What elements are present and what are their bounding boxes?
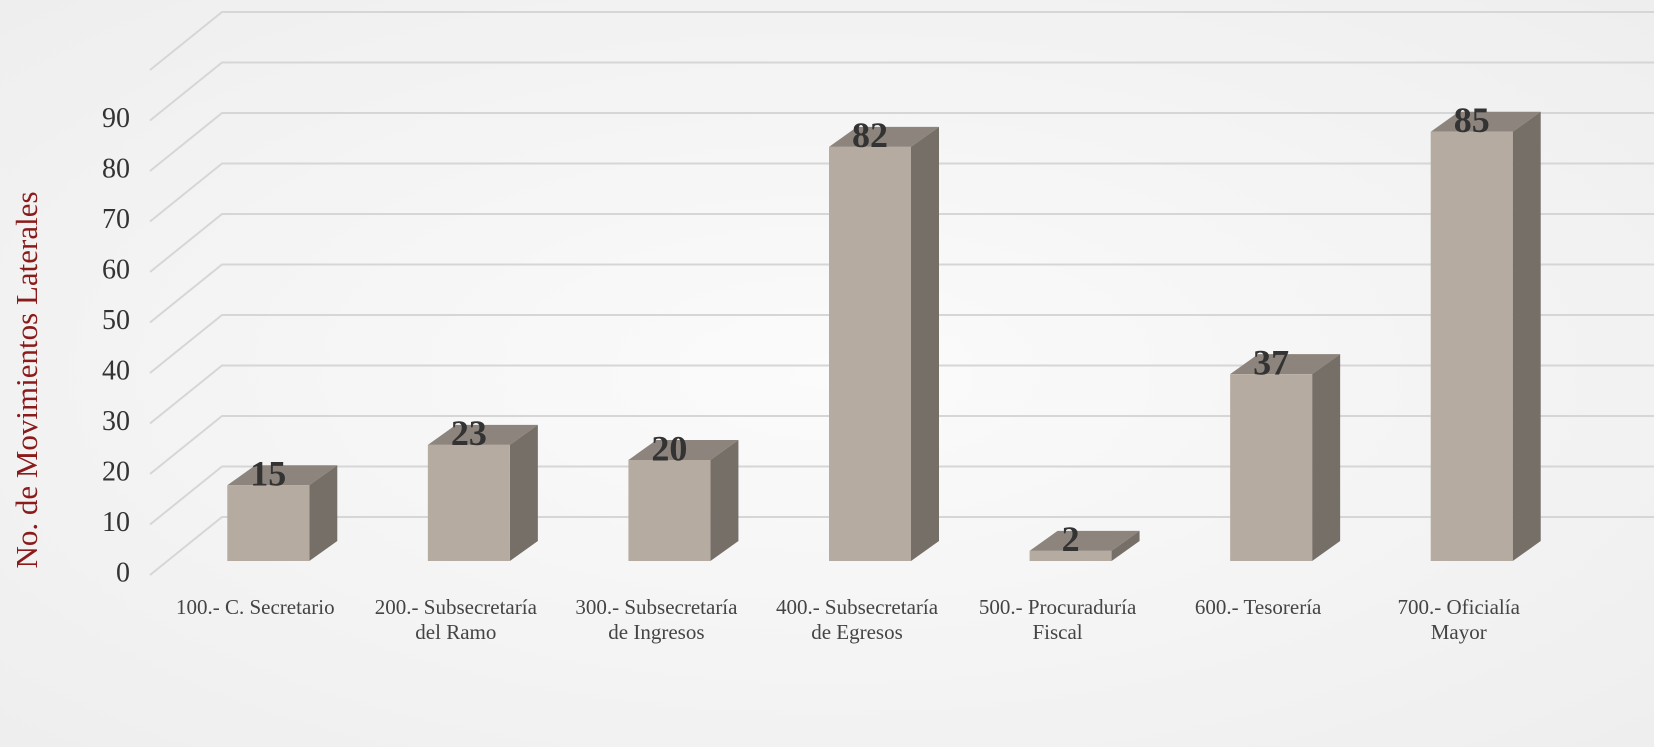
bar <box>1029 550 1112 561</box>
value-label: 23 <box>451 413 487 453</box>
bar-side <box>509 424 538 561</box>
bar <box>227 485 310 561</box>
grid-line <box>149 263 1654 324</box>
bar-side <box>309 465 338 561</box>
bar-side <box>911 126 939 562</box>
bar-top <box>1029 530 1140 551</box>
y-tick-label: 40 <box>102 355 130 386</box>
bar-side <box>710 440 739 561</box>
grid-line <box>149 314 1654 374</box>
bar-top <box>628 440 739 460</box>
bar-side <box>1312 354 1341 561</box>
y-tick-label: 20 <box>102 456 130 487</box>
x-tick-label: 100.- C. Secretario <box>175 595 335 619</box>
y-tick-label: 10 <box>102 507 130 538</box>
grid-line <box>149 516 1654 576</box>
y-tick-label: 70 <box>102 204 130 235</box>
plot-top-edge <box>149 11 1654 71</box>
y-tick-label: 60 <box>102 254 130 285</box>
bar-side <box>1512 111 1541 561</box>
value-label: 85 <box>1454 100 1490 140</box>
bar-side <box>1111 530 1140 561</box>
grid-line <box>149 213 1654 273</box>
value-label: 15 <box>250 454 286 494</box>
grid-line <box>149 465 1654 526</box>
grid-line <box>149 61 1654 122</box>
bar-top <box>427 424 538 445</box>
value-label: 82 <box>852 115 888 155</box>
x-tick-label: 500.- Procuraduría Fiscal <box>978 595 1137 644</box>
value-label: 2 <box>1062 519 1080 559</box>
grid-line <box>149 162 1654 223</box>
grid-line <box>149 364 1654 425</box>
bar <box>628 460 711 561</box>
x-tick-label: 600.- Tesorería <box>1194 595 1322 619</box>
bar-top <box>829 126 939 147</box>
bar <box>427 444 510 561</box>
value-label: 20 <box>651 428 687 468</box>
value-label: 37 <box>1253 342 1289 382</box>
y-tick-label: 30 <box>102 406 130 437</box>
y-tick-label: 50 <box>102 305 130 336</box>
bar <box>1230 374 1313 561</box>
grid-line <box>149 112 1654 172</box>
bar-top <box>1430 111 1541 132</box>
grid-line <box>149 415 1654 475</box>
x-tick-label: 300.- Subsecretaría de Ingresos <box>575 595 738 644</box>
x-tick-label: 200.- Subsecretaría del Ramo <box>374 595 537 644</box>
bar-top <box>227 465 338 486</box>
bar <box>829 146 911 561</box>
x-tick-label: 700.- Oficialía Mayor <box>1397 595 1520 644</box>
y-axis-title: No. de Movimientos Laterales <box>9 191 44 568</box>
bar-top <box>1230 354 1341 375</box>
y-tick-label: 80 <box>102 153 130 184</box>
bar <box>1430 131 1513 561</box>
x-tick-label: 400.- Subsecretaría de Egresos <box>775 595 939 644</box>
y-tick-label: 90 <box>102 103 130 134</box>
y-tick-label: 0 <box>116 557 130 588</box>
